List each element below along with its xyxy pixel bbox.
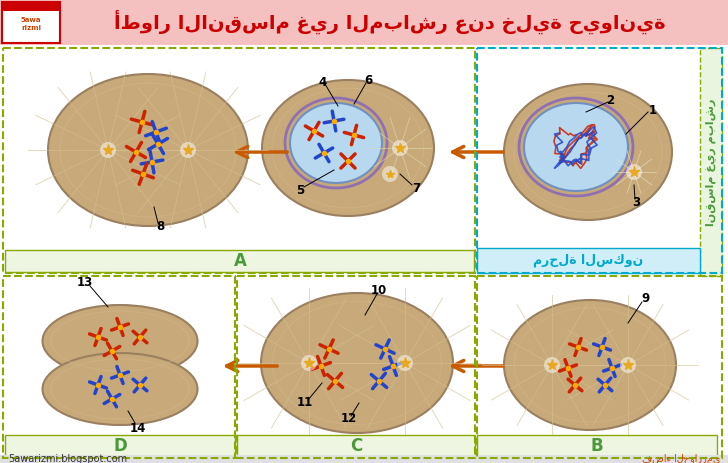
Ellipse shape — [301, 355, 317, 371]
Ellipse shape — [504, 300, 676, 430]
Text: 9: 9 — [641, 293, 649, 306]
Ellipse shape — [620, 357, 636, 373]
Text: مرحلة السكون: مرحلة السكون — [533, 253, 643, 267]
Bar — [5, 435, 235, 457]
Text: C: C — [350, 437, 362, 455]
Ellipse shape — [626, 164, 642, 180]
Ellipse shape — [42, 353, 197, 425]
Ellipse shape — [100, 142, 116, 158]
Bar — [0, 455, 728, 463]
Ellipse shape — [48, 74, 248, 226]
Bar — [3, 48, 475, 273]
Text: 12: 12 — [341, 413, 357, 425]
Text: 7: 7 — [412, 181, 420, 194]
Bar — [477, 48, 722, 273]
Bar — [477, 248, 700, 273]
Text: 13: 13 — [77, 276, 93, 289]
Ellipse shape — [524, 103, 628, 191]
Ellipse shape — [42, 305, 197, 377]
Bar — [0, 0, 728, 45]
Text: B: B — [590, 437, 604, 455]
Text: 6: 6 — [364, 74, 372, 87]
Text: 1: 1 — [649, 104, 657, 117]
Ellipse shape — [262, 80, 434, 216]
Ellipse shape — [180, 142, 196, 158]
Text: أطوار الانقسام غير المباشر عند خلية حيوانية: أطوار الانقسام غير المباشر عند خلية حيوا… — [114, 10, 666, 34]
Bar — [5, 250, 474, 272]
Bar — [3, 276, 235, 458]
Bar — [237, 276, 475, 458]
Bar — [2, 2, 60, 43]
Text: 4: 4 — [319, 75, 327, 88]
Bar — [2, 2, 60, 11]
Bar — [237, 435, 475, 457]
Text: A: A — [234, 252, 247, 270]
Text: 5awarizmi.blogspot.com: 5awarizmi.blogspot.com — [8, 454, 127, 463]
Text: 8: 8 — [156, 219, 164, 232]
Ellipse shape — [397, 355, 413, 371]
Ellipse shape — [392, 140, 408, 156]
Ellipse shape — [382, 166, 398, 182]
Text: 2: 2 — [606, 94, 614, 106]
Text: 3: 3 — [632, 195, 640, 208]
Bar — [477, 276, 722, 458]
Ellipse shape — [261, 293, 453, 433]
Text: فضاء الخوارزمي: فضاء الخوارزمي — [641, 454, 720, 463]
Bar — [700, 48, 722, 276]
Text: 5awa
rizmi: 5awa rizmi — [21, 18, 41, 31]
Ellipse shape — [544, 357, 560, 373]
Ellipse shape — [290, 103, 382, 183]
Text: 5: 5 — [296, 183, 304, 196]
Bar — [477, 435, 717, 457]
Text: انقسام غير مباشر: انقسام غير مباشر — [705, 98, 716, 226]
Text: D: D — [113, 437, 127, 455]
Text: 11: 11 — [297, 396, 313, 409]
Ellipse shape — [504, 84, 672, 220]
Text: 14: 14 — [130, 423, 146, 436]
Text: 10: 10 — [371, 284, 387, 298]
